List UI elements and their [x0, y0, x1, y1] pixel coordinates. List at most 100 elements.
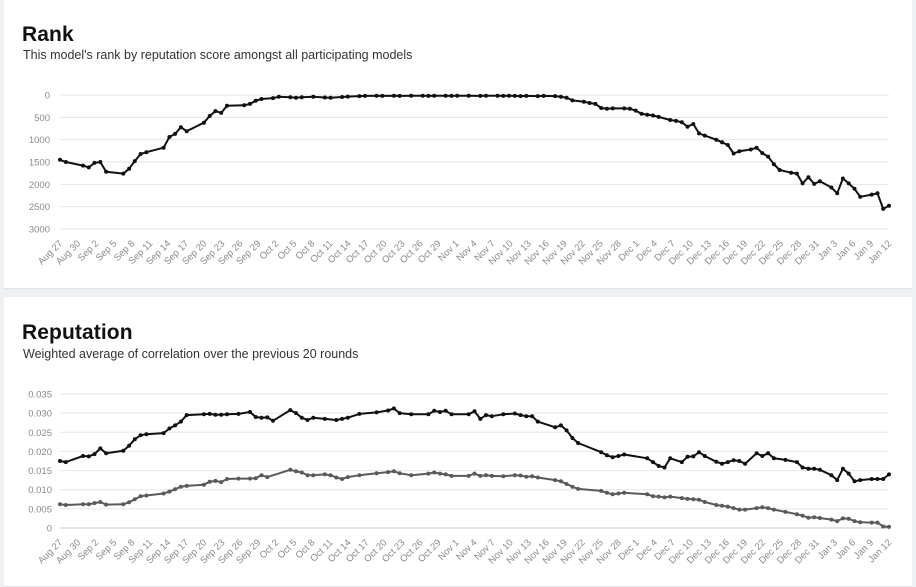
reputation-data-point: [484, 473, 488, 478]
rank-data-point: [656, 114, 661, 119]
reputation-series-line-2: [59, 468, 890, 528]
rank-data-point: [374, 93, 379, 98]
reputation-data-point: [645, 456, 650, 461]
rank-data-point: [225, 103, 229, 108]
rank-data-point: [512, 93, 517, 98]
reputation-data-point: [875, 520, 880, 525]
reputation-data-point: [881, 524, 886, 529]
reputation-data-point: [334, 418, 339, 422]
reputation-data-point: [651, 460, 655, 465]
rank-data-point: [627, 106, 632, 111]
reputation-data-point: [691, 497, 696, 502]
rank-data-point: [507, 93, 511, 98]
reputation-data-point: [328, 473, 333, 478]
reputation-data-point: [219, 480, 224, 485]
reputation-data-point: [656, 494, 661, 499]
rank-data-point: [92, 160, 97, 165]
rank-data-point: [725, 143, 730, 147]
reputation-data-point: [812, 466, 817, 471]
rank-data-point: [363, 93, 368, 98]
reputation-data-point: [173, 487, 178, 492]
rank-data-point: [789, 170, 794, 175]
rank-data-point: [697, 131, 701, 136]
rank-data-point: [829, 185, 834, 190]
reputation-data-point: [697, 450, 701, 455]
x-tick-label: Oct 2: [258, 537, 282, 561]
reputation-data-point: [357, 411, 362, 416]
rank-data-point: [167, 135, 172, 139]
reputation-data-point: [501, 412, 506, 417]
reputation-data-point: [104, 451, 109, 456]
reputation-data-point: [248, 476, 252, 481]
reputation-data-point: [766, 451, 771, 456]
reputation-data-point: [432, 408, 437, 413]
reputation-data-point: [835, 519, 840, 524]
reputation-data-point: [472, 471, 477, 476]
rank-data-point: [299, 95, 304, 100]
y-tick-label: 0.010: [28, 485, 52, 496]
reputation-data-point: [305, 473, 310, 478]
rank-data-point: [340, 95, 345, 99]
reputation-data-point: [743, 461, 748, 466]
reputation-data-point: [132, 497, 137, 502]
rank-data-point: [345, 94, 350, 99]
rank-data-point: [322, 95, 327, 100]
reputation-data-point: [668, 494, 673, 499]
rank-data-point: [639, 111, 644, 116]
reputation-data-point: [846, 516, 851, 521]
reputation-data-point: [714, 503, 719, 507]
rank-data-point: [702, 133, 707, 138]
reputation-data-point: [720, 461, 724, 466]
y-tick-label: 1500: [29, 158, 50, 169]
reputation-data-point: [731, 458, 736, 463]
reputation-data-point: [668, 456, 673, 461]
rank-data-point: [81, 163, 85, 168]
rank-data-point: [645, 112, 650, 117]
reputation-data-point: [489, 473, 494, 478]
reputation-data-point: [800, 513, 805, 518]
reputation-data-point: [887, 524, 891, 529]
reputation-data-point: [265, 415, 270, 420]
y-tick-label: 0.015: [28, 466, 52, 477]
reputation-title: Reputation: [22, 321, 133, 344]
rank-data-point: [248, 101, 252, 106]
rank-data-point: [138, 152, 143, 156]
reputation-data-point: [512, 411, 517, 416]
reputation-data-point: [599, 488, 604, 493]
reputation-data-point: [138, 494, 143, 499]
rank-data-point: [604, 106, 609, 111]
reputation-plot: 00.0050.0100.0150.0200.0250.0300.035Aug …: [28, 390, 894, 567]
reputation-data-point: [852, 519, 857, 524]
rank-data-point: [121, 171, 126, 176]
reputation-data-point: [409, 473, 414, 478]
reputation-data-point: [760, 505, 765, 510]
y-tick-label: 1000: [29, 135, 50, 146]
reputation-data-point: [553, 478, 558, 483]
rank-data-point: [674, 118, 678, 123]
rank-data-point: [581, 99, 586, 104]
reputation-data-point: [466, 473, 471, 478]
reputation-data-point: [794, 460, 799, 465]
reputation-data-point: [564, 428, 569, 433]
rank-title: Rank: [22, 23, 74, 46]
reputation-data-point: [817, 516, 822, 520]
rank-card: Rank This model's rank by reputation sco…: [4, 0, 912, 289]
reputation-data-point: [178, 484, 183, 489]
y-tick-label: 0: [45, 91, 50, 102]
rank-data-point: [846, 181, 851, 186]
reputation-data-point: [138, 433, 143, 438]
rank-data-point: [98, 160, 103, 164]
reputation-data-point: [322, 472, 327, 477]
reputation-data-point: [98, 500, 103, 504]
reputation-data-point: [835, 478, 840, 483]
reputation-data-point: [858, 520, 863, 525]
reputation-data-point: [576, 441, 581, 445]
reputation-data-point: [702, 500, 707, 504]
reputation-data-point: [213, 412, 218, 417]
reputation-data-point: [656, 464, 661, 468]
rank-data-point: [449, 93, 454, 98]
reputation-data-point: [852, 479, 857, 484]
reputation-data-point: [599, 450, 604, 455]
reputation-data-point: [201, 412, 206, 417]
reputation-data-point: [144, 432, 149, 437]
